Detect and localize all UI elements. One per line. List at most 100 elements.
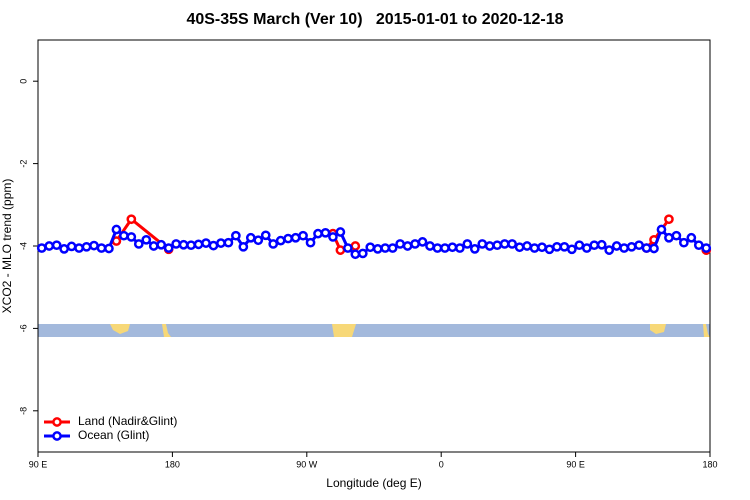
- point: [238, 241, 249, 252]
- point: [171, 239, 181, 249]
- point: [552, 241, 562, 252]
- x-tick-label: 90 E: [566, 459, 585, 469]
- legend-marker: [52, 431, 62, 441]
- point: [119, 230, 129, 241]
- point: [410, 239, 420, 249]
- point: [499, 239, 510, 249]
- point: [567, 244, 577, 255]
- point: [148, 241, 159, 251]
- point: [626, 241, 637, 252]
- legend-label: Land (Nadir&Glint): [78, 414, 177, 428]
- point: [350, 241, 361, 251]
- point: [81, 241, 92, 252]
- point: [36, 243, 47, 253]
- point: [455, 243, 465, 253]
- legend-marker: [52, 417, 62, 427]
- point: [253, 235, 264, 246]
- y-tick-label: -6: [18, 324, 28, 332]
- point: [574, 240, 585, 251]
- point: [402, 241, 413, 251]
- point: [589, 240, 600, 251]
- point: [462, 239, 473, 249]
- point: [357, 248, 368, 259]
- x-axis-label: Longitude (deg E): [326, 476, 421, 490]
- point: [260, 230, 271, 241]
- point: [141, 234, 152, 245]
- point: [440, 243, 450, 253]
- point: [163, 243, 174, 253]
- point: [208, 240, 219, 251]
- point: [664, 232, 674, 243]
- point: [305, 237, 316, 248]
- point: [275, 235, 286, 246]
- legend-label: Ocean (Glint): [78, 428, 149, 442]
- point: [104, 243, 114, 254]
- point: [335, 245, 346, 255]
- point: [514, 242, 525, 253]
- point: [671, 230, 682, 241]
- y-tick-label: -4: [18, 242, 28, 250]
- point: [425, 241, 435, 251]
- point: [335, 227, 346, 237]
- point: [649, 243, 659, 254]
- point: [686, 232, 697, 243]
- strip-land: [650, 324, 666, 334]
- point: [96, 243, 107, 253]
- x-tick-label: 90 E: [29, 459, 48, 469]
- point: [693, 240, 704, 251]
- point: [619, 243, 629, 253]
- point: [417, 237, 428, 247]
- y-tick-label: -8: [18, 407, 28, 415]
- point: [178, 239, 189, 250]
- point: [634, 240, 644, 251]
- point: [126, 232, 137, 242]
- point: [201, 238, 211, 248]
- strip-land: [332, 324, 356, 337]
- point: [126, 214, 137, 225]
- point: [656, 224, 667, 235]
- point: [313, 228, 323, 239]
- point: [298, 230, 308, 241]
- strip-land: [703, 324, 710, 337]
- point: [604, 245, 615, 255]
- point: [111, 224, 122, 235]
- point: [156, 239, 167, 250]
- x-tick-label: 180: [702, 459, 717, 469]
- point: [559, 241, 570, 252]
- y-tick-label: 0: [18, 79, 28, 84]
- series: [36, 224, 712, 260]
- x-tick-label: 180: [165, 459, 180, 469]
- point: [447, 242, 458, 253]
- point: [290, 232, 301, 243]
- x-tick-label: 90 W: [296, 459, 318, 469]
- point: [641, 243, 652, 253]
- strip-ocean: [38, 324, 710, 337]
- point: [44, 241, 55, 251]
- point: [283, 233, 293, 244]
- point: [372, 244, 383, 254]
- point: [432, 243, 443, 253]
- point: [343, 243, 353, 253]
- point: [216, 238, 226, 248]
- point: [492, 240, 503, 251]
- point: [679, 237, 689, 248]
- point: [245, 232, 256, 243]
- point: [507, 239, 517, 249]
- point: [380, 243, 391, 253]
- point: [365, 242, 376, 253]
- point: [701, 243, 712, 253]
- point: [231, 230, 241, 241]
- point: [484, 241, 495, 251]
- point: [223, 237, 234, 248]
- point: [66, 241, 77, 252]
- point: [469, 244, 480, 254]
- point: [477, 239, 488, 249]
- point: [581, 243, 592, 253]
- strip-land: [110, 324, 130, 334]
- point: [596, 239, 607, 250]
- chart-title: 40S-35S March (Ver 10) 2015-01-01 to 202…: [186, 11, 563, 28]
- point: [395, 239, 405, 249]
- point: [611, 241, 622, 251]
- point: [320, 227, 331, 238]
